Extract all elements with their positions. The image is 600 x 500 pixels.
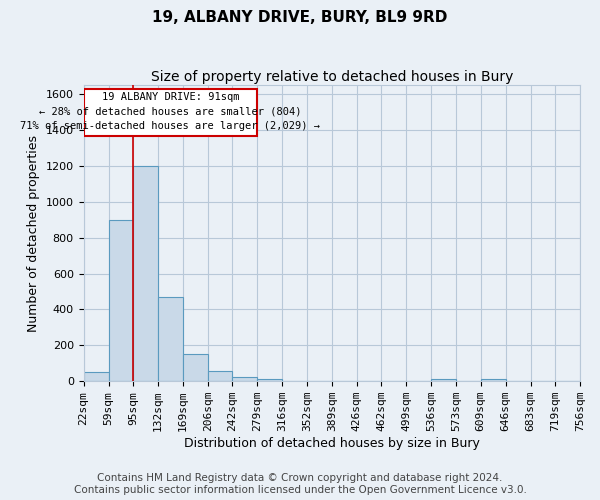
Bar [257,380,283,381]
FancyBboxPatch shape [83,89,257,136]
Title: Size of property relative to detached houses in Bury: Size of property relative to detached ho… [151,70,513,84]
Text: 19, ALBANY DRIVE, BURY, BL9 9RD: 19, ALBANY DRIVE, BURY, BL9 9RD [152,10,448,25]
Bar [183,354,208,381]
Bar [431,378,456,381]
Bar [208,372,232,381]
Text: 71% of semi-detached houses are larger (2,029) →: 71% of semi-detached houses are larger (… [20,120,320,130]
Bar [109,220,133,381]
Bar [232,376,257,381]
Bar [283,380,307,381]
Y-axis label: Number of detached properties: Number of detached properties [27,134,40,332]
Bar [133,166,158,381]
X-axis label: Distribution of detached houses by size in Bury: Distribution of detached houses by size … [184,437,480,450]
Bar [158,297,183,381]
Bar [83,372,109,381]
Text: Contains HM Land Registry data © Crown copyright and database right 2024.
Contai: Contains HM Land Registry data © Crown c… [74,474,526,495]
Text: ← 28% of detached houses are smaller (804): ← 28% of detached houses are smaller (80… [39,106,302,117]
Text: 19 ALBANY DRIVE: 91sqm: 19 ALBANY DRIVE: 91sqm [102,92,239,102]
Bar [481,378,506,381]
